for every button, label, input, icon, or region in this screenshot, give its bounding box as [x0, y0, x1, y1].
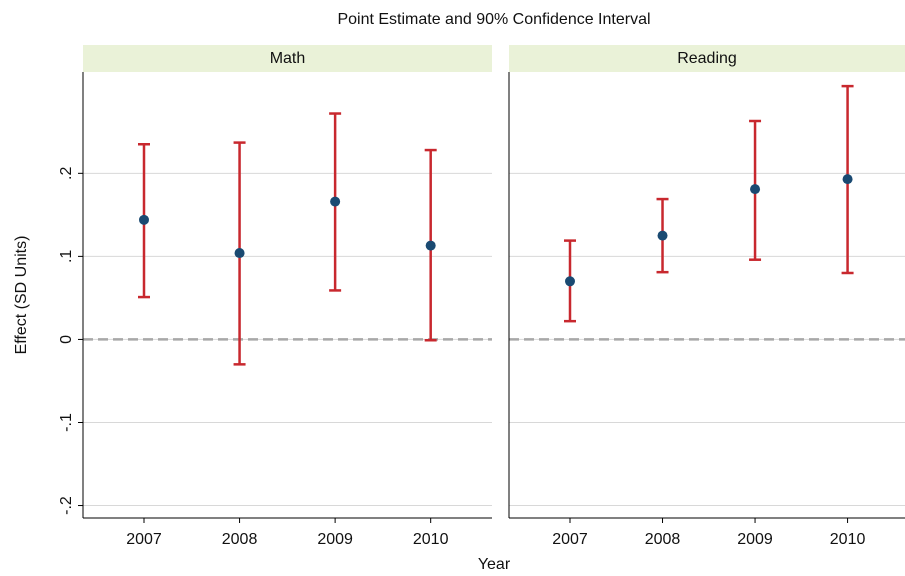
strip — [509, 45, 905, 72]
point — [657, 230, 668, 241]
x-tick-label: 2009 — [737, 531, 773, 548]
x-tick-label: 2009 — [317, 531, 353, 548]
y-axis-label: Effect (SD Units) — [13, 236, 30, 355]
chart-title: Point Estimate and 90% Confidence Interv… — [337, 11, 650, 28]
point — [750, 184, 761, 195]
y-tick-label: .1 — [58, 250, 75, 263]
point — [234, 248, 245, 259]
y-tick-label: -.1 — [58, 413, 75, 432]
y-tick-label: .2 — [58, 167, 75, 180]
point — [139, 214, 149, 225]
point — [330, 196, 341, 207]
panel-title: Reading — [677, 50, 737, 67]
point — [425, 240, 436, 251]
x-tick-label: 2010 — [830, 531, 866, 548]
panel-title: Math — [270, 50, 306, 67]
y-tick-label: -.2 — [58, 496, 75, 515]
x-tick-label: 2008 — [222, 531, 258, 548]
x-tick-label: 2008 — [645, 531, 681, 548]
x-axis-label: Year — [478, 556, 511, 573]
x-tick-label: 2007 — [126, 531, 162, 548]
point — [842, 174, 853, 185]
x-tick-label: 2007 — [552, 531, 588, 548]
x-tick-label: 2010 — [413, 531, 449, 548]
y-tick-label: 0 — [58, 335, 75, 344]
point — [565, 276, 575, 287]
strip — [83, 45, 492, 72]
